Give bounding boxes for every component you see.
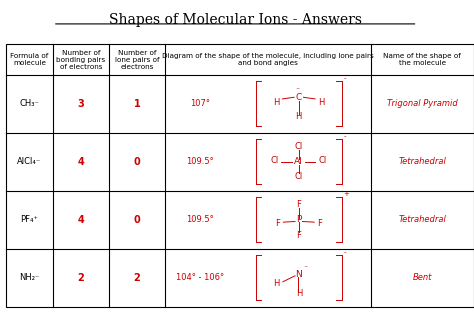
Text: F: F [296,231,301,240]
Text: Tetrahedral: Tetrahedral [398,215,446,224]
Text: F: F [275,219,280,228]
Text: P: P [296,215,301,224]
Text: -: - [344,249,346,255]
Text: Number of
lone pairs of
electrons: Number of lone pairs of electrons [115,50,159,70]
Text: 4: 4 [77,215,84,225]
Text: Tetrahedral: Tetrahedral [398,157,446,166]
Text: Name of the shape of
the molecule: Name of the shape of the molecule [383,53,461,66]
Text: Cl: Cl [318,156,326,165]
Text: Trigonal Pyramid: Trigonal Pyramid [387,100,457,109]
Text: F: F [296,200,301,209]
Text: Number of
bonding pairs
of electrons: Number of bonding pairs of electrons [56,50,106,70]
Text: CH₃⁻: CH₃⁻ [19,100,39,109]
Text: Cl: Cl [295,172,303,181]
Text: 109.5°: 109.5° [186,215,214,224]
Text: F: F [318,219,322,228]
Text: 0: 0 [134,215,140,225]
Text: ··: ·· [295,86,300,95]
Text: +: + [344,191,349,197]
Text: Cl: Cl [270,156,279,165]
Text: Shapes of Molecular Ions - Answers: Shapes of Molecular Ions - Answers [109,13,362,27]
Text: PF₄⁺: PF₄⁺ [20,215,38,224]
Text: NH₂⁻: NH₂⁻ [19,273,40,282]
Text: H: H [297,289,303,298]
Text: AlCl₄⁻: AlCl₄⁻ [18,157,42,166]
Text: Formula of
molecule: Formula of molecule [10,53,48,66]
Text: H: H [273,99,280,108]
Text: 0: 0 [134,157,140,167]
Text: 1: 1 [134,99,140,109]
Text: Cl: Cl [295,143,303,151]
Text: H: H [273,279,280,288]
Text: Diagram of the shape of the molecule, including lone pairs
and bond angles: Diagram of the shape of the molecule, in… [162,53,374,66]
Text: -: - [344,75,346,81]
Text: 104° - 106°: 104° - 106° [176,273,224,282]
Text: 4: 4 [77,157,84,167]
Text: 107°: 107° [190,100,210,109]
Text: -: - [344,133,346,139]
Text: ··: ·· [303,263,309,272]
Text: H: H [318,99,324,108]
Text: 2: 2 [77,273,84,283]
Text: H: H [296,112,302,121]
Text: N: N [295,270,302,279]
Text: 2: 2 [134,273,140,283]
Text: 3: 3 [77,99,84,109]
Text: Al: Al [294,157,303,166]
Text: 109.5°: 109.5° [186,157,214,166]
Text: Bent: Bent [412,273,432,282]
Text: C: C [296,94,302,103]
